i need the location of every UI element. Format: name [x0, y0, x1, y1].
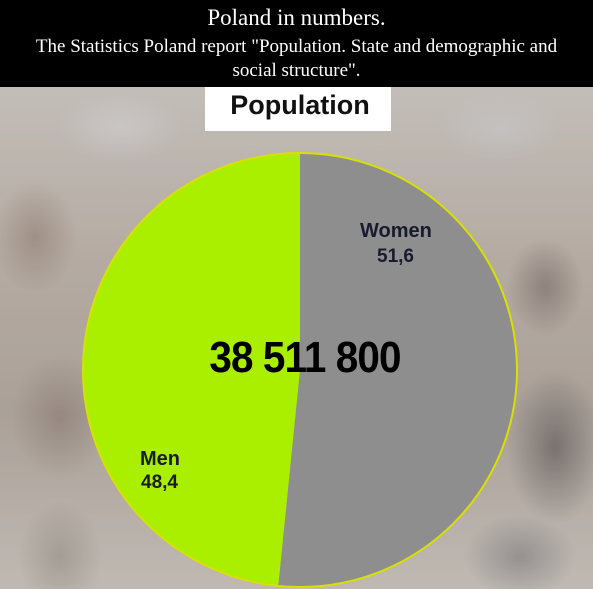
total-population-label: 38 511 800	[209, 333, 401, 382]
pie-slice-men	[83, 153, 300, 586]
header-title: Poland in numbers.	[207, 5, 386, 30]
chart-title: Population	[230, 90, 370, 120]
slice-value-men: 48,4	[141, 472, 178, 493]
header-subtitle: The Statistics Poland report "Population…	[35, 36, 558, 81]
pie-outline	[82, 152, 518, 588]
pie-slice-women	[278, 152, 518, 587]
slice-label-men: Men	[140, 448, 180, 470]
chart-title-box	[205, 87, 391, 131]
slice-value-women: 51,6	[377, 246, 414, 267]
header-banner: Poland in numbers. The Statistics Poland…	[0, 0, 593, 87]
slice-label-women: Women	[360, 220, 432, 242]
